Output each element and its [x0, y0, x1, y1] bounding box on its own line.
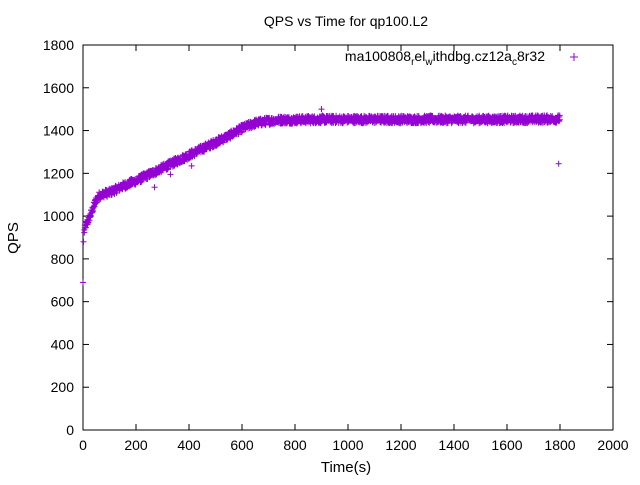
x-axis-label: Time(s) [321, 459, 371, 476]
data-point-outlier [555, 160, 562, 167]
data-point [93, 199, 100, 206]
legend-subscript: c [512, 57, 517, 68]
y-axis-ticks: 0 200 400 600 800 1000 1200 1400 1600 1800 [43, 37, 613, 438]
x-tick-label: 1000 [332, 437, 363, 453]
legend-text: el [414, 48, 425, 64]
plot-frame [82, 44, 614, 431]
x-tick-label: 200 [124, 437, 148, 453]
data-point-outlier [167, 171, 174, 178]
data-point [90, 204, 97, 211]
x-axis-ticks: 0 200 400 600 800 1000 1200 1400 1600 1800 2000 [79, 45, 629, 453]
y-tick-label: 0 [66, 422, 74, 438]
data-point [556, 112, 563, 119]
legend-subscript: r [411, 57, 415, 68]
data-point [164, 166, 171, 173]
data-point-outlier [80, 238, 87, 245]
x-tick-label: 1600 [491, 437, 522, 453]
data-point-outlier [188, 162, 195, 169]
x-tick-label: 800 [283, 437, 307, 453]
x-tick-label: 1800 [544, 437, 575, 453]
x-tick-label: 400 [177, 437, 201, 453]
data-point [87, 213, 94, 220]
data-point [556, 118, 563, 125]
legend-subscript: w [424, 57, 433, 68]
legend: ma100808relwithdbg.cz12ac8r32 [345, 48, 578, 68]
x-tick-label: 2000 [597, 437, 628, 453]
legend-text: ma100808 [345, 48, 411, 64]
data-point [213, 142, 220, 149]
legend-text: ithdbg.cz12a [433, 48, 513, 64]
data-point [91, 203, 98, 210]
x-tick-label: 1400 [438, 437, 469, 453]
data-point-outlier [151, 184, 158, 191]
y-axis-label: QPS [5, 222, 22, 254]
y-tick-label: 200 [51, 379, 75, 395]
data-point [89, 209, 96, 216]
y-tick-label: 1600 [43, 80, 74, 96]
data-point [448, 120, 455, 127]
data-point [81, 229, 88, 236]
y-tick-label: 600 [51, 294, 75, 310]
data-point [555, 117, 562, 124]
data-point [94, 198, 101, 205]
data-points [80, 106, 563, 286]
data-point [132, 181, 139, 188]
chart-title: QPS vs Time for qp100.L2 [264, 13, 428, 29]
y-tick-label: 1400 [43, 123, 74, 139]
y-tick-label: 1000 [43, 208, 74, 224]
y-tick-label: 1800 [43, 37, 74, 53]
data-point [82, 224, 89, 231]
x-tick-label: 600 [230, 437, 254, 453]
data-point-outlier [318, 106, 325, 113]
y-tick-label: 800 [51, 251, 75, 267]
y-tick-label: 400 [51, 336, 75, 352]
x-tick-label: 0 [79, 437, 87, 453]
x-tick-label: 1200 [385, 437, 416, 453]
legend-marker [570, 53, 578, 61]
legend-text: 8r32 [517, 48, 545, 64]
data-point-outlier [111, 186, 118, 193]
y-tick-label: 1200 [43, 165, 74, 181]
legend-label: ma100808relwithdbg.cz12ac8r32 [345, 48, 545, 68]
data-point-outlier [80, 279, 86, 286]
legend-plus-marker [570, 53, 578, 61]
data-point [238, 129, 245, 136]
